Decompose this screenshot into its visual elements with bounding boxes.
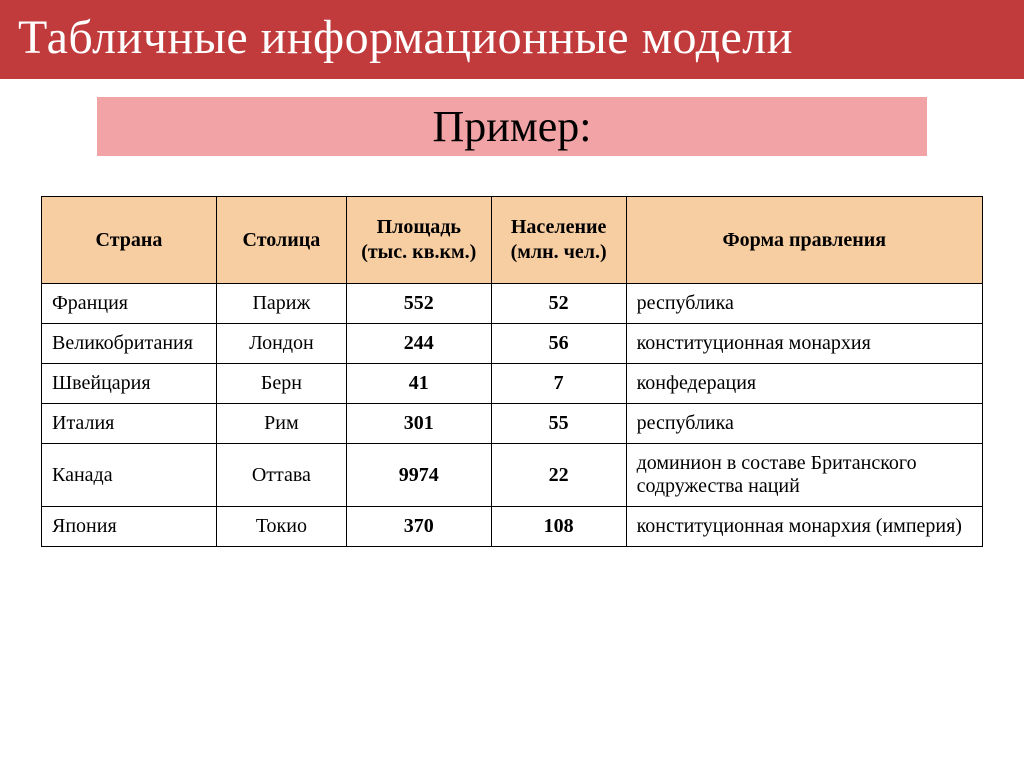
cell-govt: конфедерация xyxy=(626,364,982,404)
cell-area: 9974 xyxy=(346,444,491,507)
col-header-govt: Форма правления xyxy=(626,197,982,284)
col-header-area: Площадь (тыс. кв.км.) xyxy=(346,197,491,284)
table-head: СтранаСтолицаПлощадь (тыс. кв.км.)Населе… xyxy=(42,197,983,284)
cell-govt: республика xyxy=(626,404,982,444)
cell-country: Италия xyxy=(42,404,217,444)
table-row: ШвейцарияБерн417конфедерация xyxy=(42,364,983,404)
cell-pop: 52 xyxy=(491,284,626,324)
cell-govt: конституционная монархия xyxy=(626,324,982,364)
cell-country: Швейцария xyxy=(42,364,217,404)
cell-govt: доминион в составе Британского содружест… xyxy=(626,444,982,507)
cell-area: 552 xyxy=(346,284,491,324)
cell-country: Великобритания xyxy=(42,324,217,364)
subtitle-container: Пример: xyxy=(0,97,1024,156)
table-row: ИталияРим30155республика xyxy=(42,404,983,444)
cell-capital: Берн xyxy=(216,364,346,404)
cell-capital: Токио xyxy=(216,507,346,547)
cell-pop: 7 xyxy=(491,364,626,404)
cell-govt: республика xyxy=(626,284,982,324)
cell-capital: Рим xyxy=(216,404,346,444)
cell-country: Канада xyxy=(42,444,217,507)
cell-pop: 56 xyxy=(491,324,626,364)
cell-capital: Оттава xyxy=(216,444,346,507)
cell-country: Франция xyxy=(42,284,217,324)
cell-capital: Париж xyxy=(216,284,346,324)
col-header-country: Страна xyxy=(42,197,217,284)
cell-area: 301 xyxy=(346,404,491,444)
cell-country: Япония xyxy=(42,507,217,547)
cell-capital: Лондон xyxy=(216,324,346,364)
cell-pop: 55 xyxy=(491,404,626,444)
table-row: ВеликобританияЛондон24456конституционная… xyxy=(42,324,983,364)
cell-area: 244 xyxy=(346,324,491,364)
cell-area: 370 xyxy=(346,507,491,547)
header-row: СтранаСтолицаПлощадь (тыс. кв.км.)Населе… xyxy=(42,197,983,284)
cell-pop: 22 xyxy=(491,444,626,507)
col-header-capital: Столица xyxy=(216,197,346,284)
slide-subtitle: Пример: xyxy=(97,97,927,156)
table-row: КанадаОттава997422доминион в составе Бри… xyxy=(42,444,983,507)
slide-title: Табличные информационные модели xyxy=(0,0,1024,79)
cell-pop: 108 xyxy=(491,507,626,547)
countries-table: СтранаСтолицаПлощадь (тыс. кв.км.)Населе… xyxy=(41,196,983,547)
table-body: ФранцияПариж55252республикаВеликобритани… xyxy=(42,284,983,547)
col-header-pop: Население (млн. чел.) xyxy=(491,197,626,284)
cell-govt: конституционная монархия (империя) xyxy=(626,507,982,547)
table-row: ЯпонияТокио370108конституционная монархи… xyxy=(42,507,983,547)
table-container: СтранаСтолицаПлощадь (тыс. кв.км.)Населе… xyxy=(0,196,1024,547)
cell-area: 41 xyxy=(346,364,491,404)
table-row: ФранцияПариж55252республика xyxy=(42,284,983,324)
